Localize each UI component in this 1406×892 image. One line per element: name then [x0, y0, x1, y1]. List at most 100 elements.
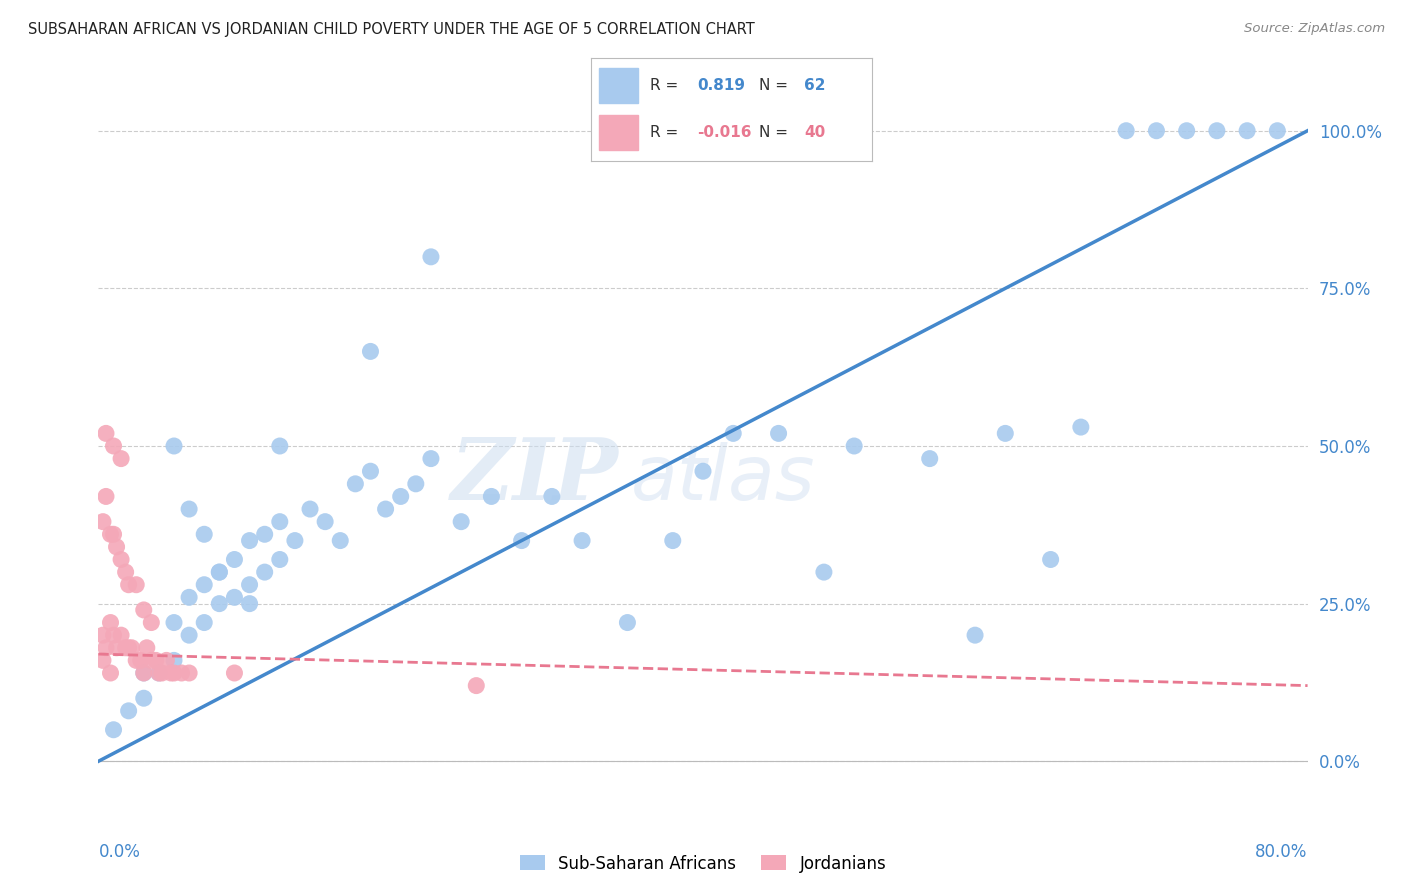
- Point: [224, 591, 246, 605]
- Text: N =: N =: [759, 78, 793, 93]
- Point: [110, 552, 132, 566]
- Point: [163, 439, 186, 453]
- Point: [94, 640, 117, 655]
- Point: [118, 640, 141, 655]
- Legend: Sub-Saharan Africans, Jordanians: Sub-Saharan Africans, Jordanians: [513, 848, 893, 880]
- Point: [616, 615, 638, 630]
- Point: [253, 527, 276, 541]
- Point: [132, 665, 155, 680]
- Bar: [599, 69, 638, 103]
- Point: [179, 628, 201, 642]
- Point: [768, 426, 790, 441]
- Point: [692, 464, 714, 478]
- Point: [314, 515, 336, 529]
- Point: [100, 665, 122, 680]
- Point: [284, 533, 307, 548]
- Text: Source: ZipAtlas.com: Source: ZipAtlas.com: [1244, 22, 1385, 36]
- Point: [344, 476, 367, 491]
- Point: [239, 578, 262, 592]
- Point: [450, 515, 472, 529]
- Point: [193, 527, 215, 541]
- Text: N =: N =: [759, 126, 793, 140]
- Point: [208, 565, 231, 579]
- Point: [163, 615, 186, 630]
- Point: [148, 665, 170, 680]
- Point: [94, 490, 117, 504]
- Point: [1146, 124, 1168, 138]
- Point: [208, 565, 231, 579]
- Point: [723, 426, 745, 441]
- Point: [965, 628, 987, 642]
- Point: [179, 502, 201, 516]
- Point: [129, 653, 152, 667]
- Point: [481, 490, 503, 504]
- Point: [160, 665, 183, 680]
- Text: -0.016: -0.016: [697, 126, 752, 140]
- Point: [239, 533, 262, 548]
- Text: 80.0%: 80.0%: [1256, 843, 1308, 861]
- Point: [193, 615, 215, 630]
- Point: [405, 476, 427, 491]
- Point: [148, 665, 170, 680]
- Point: [269, 515, 291, 529]
- Point: [91, 628, 114, 642]
- Point: [179, 665, 201, 680]
- Point: [135, 640, 157, 655]
- Point: [420, 451, 443, 466]
- Point: [844, 439, 866, 453]
- Point: [121, 640, 143, 655]
- Point: [541, 490, 564, 504]
- Point: [114, 565, 136, 579]
- Point: [208, 597, 231, 611]
- Point: [150, 665, 173, 680]
- Point: [125, 578, 148, 592]
- Point: [103, 628, 125, 642]
- Point: [163, 665, 186, 680]
- Point: [91, 653, 114, 667]
- Point: [360, 344, 382, 359]
- Point: [132, 691, 155, 706]
- Point: [360, 464, 382, 478]
- Point: [1115, 124, 1137, 138]
- Text: 0.0%: 0.0%: [98, 843, 141, 861]
- Point: [125, 653, 148, 667]
- Point: [94, 426, 117, 441]
- Text: 62: 62: [804, 78, 825, 93]
- Point: [374, 502, 396, 516]
- Point: [299, 502, 322, 516]
- Point: [224, 665, 246, 680]
- Point: [269, 439, 291, 453]
- Point: [1039, 552, 1062, 566]
- Point: [91, 515, 114, 529]
- Point: [145, 653, 167, 667]
- Point: [571, 533, 593, 548]
- Y-axis label: Child Poverty Under the Age of 5: Child Poverty Under the Age of 5: [0, 326, 7, 566]
- Point: [465, 679, 488, 693]
- Point: [239, 597, 262, 611]
- Text: ZIP: ZIP: [450, 434, 619, 517]
- Point: [1070, 420, 1092, 434]
- Point: [389, 490, 412, 504]
- Point: [118, 578, 141, 592]
- Point: [1206, 124, 1229, 138]
- Point: [170, 665, 193, 680]
- Point: [193, 578, 215, 592]
- Point: [155, 653, 177, 667]
- Point: [994, 426, 1017, 441]
- Text: R =: R =: [650, 78, 683, 93]
- Point: [118, 704, 141, 718]
- Point: [132, 665, 155, 680]
- Point: [662, 533, 685, 548]
- Point: [163, 653, 186, 667]
- Text: atlas: atlas: [630, 442, 815, 516]
- Point: [105, 540, 128, 554]
- Point: [100, 527, 122, 541]
- Text: 40: 40: [804, 126, 825, 140]
- Text: 0.819: 0.819: [697, 78, 745, 93]
- Point: [224, 552, 246, 566]
- Point: [1236, 124, 1258, 138]
- Point: [110, 628, 132, 642]
- Point: [114, 640, 136, 655]
- Text: R =: R =: [650, 126, 683, 140]
- Bar: [599, 115, 638, 150]
